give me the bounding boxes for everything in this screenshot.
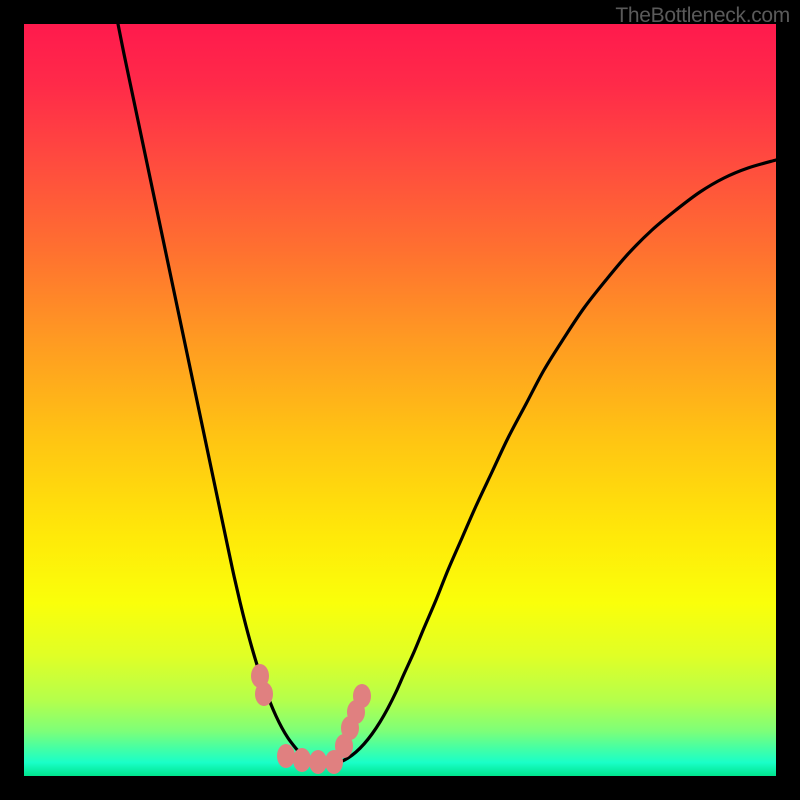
gradient-background xyxy=(24,24,776,776)
marker-point xyxy=(277,744,295,768)
marker-point xyxy=(293,748,311,772)
plot-area xyxy=(24,24,776,776)
marker-point xyxy=(353,684,371,708)
marker-point xyxy=(309,750,327,774)
marker-point xyxy=(255,682,273,706)
chart-container: TheBottleneck.com xyxy=(0,0,800,800)
watermark-text: TheBottleneck.com xyxy=(615,4,790,28)
plot-svg xyxy=(24,24,776,776)
